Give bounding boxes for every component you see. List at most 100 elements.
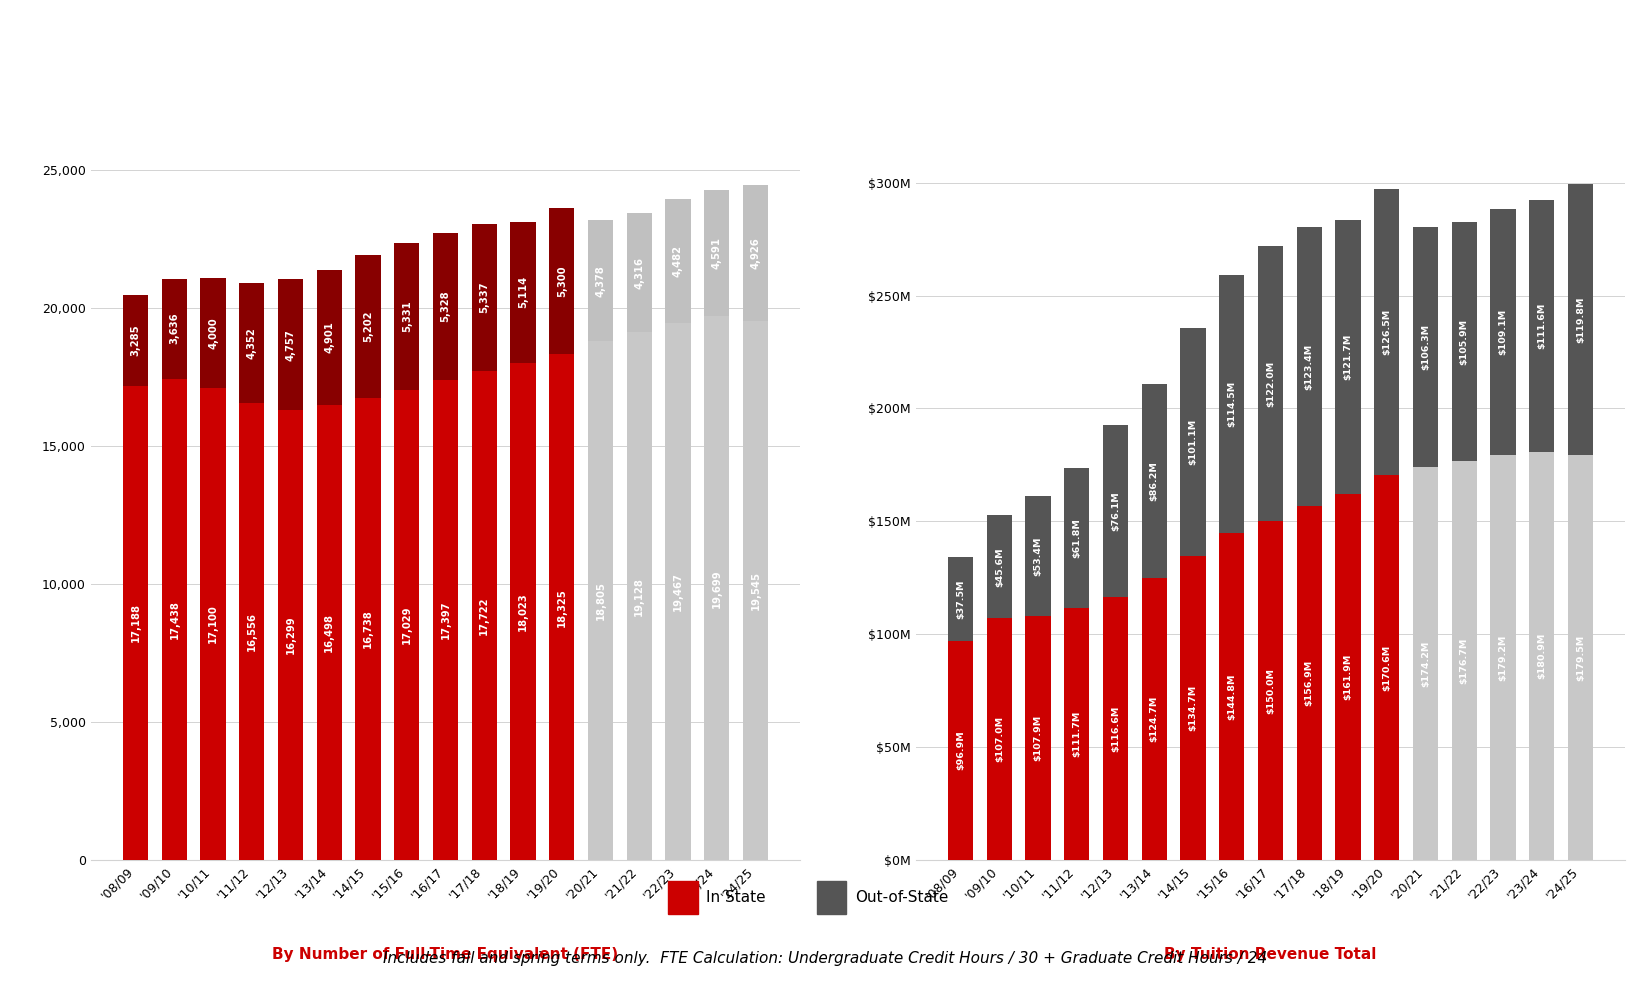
Bar [472, 371, 497, 860]
Text: 4,901: 4,901 [325, 321, 335, 353]
Text: $107.0M: $107.0M [995, 716, 1003, 762]
X-axis label: By Number of Full-Time Equivalent (FTE): By Number of Full-Time Equivalent (FTE) [272, 947, 619, 962]
Bar [1257, 246, 1284, 521]
Bar [394, 243, 419, 390]
Bar [1452, 222, 1477, 461]
Bar [1452, 461, 1477, 860]
Bar [1026, 496, 1051, 616]
Bar [201, 388, 226, 860]
Text: 17,397: 17,397 [441, 601, 450, 639]
Bar [1102, 425, 1129, 597]
Text: 19,467: 19,467 [673, 572, 683, 611]
Text: 4,378: 4,378 [596, 265, 606, 297]
Text: 19,545: 19,545 [751, 571, 761, 610]
Bar [1219, 533, 1244, 860]
Text: 5,331: 5,331 [401, 301, 412, 332]
Bar [1568, 184, 1592, 455]
Bar [665, 323, 690, 860]
Text: $105.9M: $105.9M [1460, 318, 1468, 365]
Bar [1568, 455, 1592, 860]
Text: 4,316: 4,316 [634, 257, 644, 289]
Bar [1142, 384, 1167, 578]
Bar [1297, 506, 1322, 860]
Text: $61.8M: $61.8M [1072, 518, 1081, 558]
Bar [472, 224, 497, 371]
Text: 4,591: 4,591 [711, 237, 721, 269]
Bar [277, 279, 304, 410]
Bar [949, 557, 973, 641]
Text: $156.9M: $156.9M [1305, 660, 1313, 706]
Bar [510, 363, 536, 860]
Bar [627, 332, 652, 860]
Bar [549, 354, 574, 860]
Bar [162, 279, 186, 379]
Text: Student Tuition Billed by Tuition Residency: Student Tuition Billed by Tuition Reside… [502, 28, 1148, 57]
Bar [1180, 328, 1206, 556]
Text: Out-of-State: Out-of-State [855, 890, 949, 905]
Text: 19,699: 19,699 [711, 569, 721, 608]
Bar [1490, 209, 1515, 455]
Text: $86.2M: $86.2M [1150, 461, 1158, 501]
Bar [1490, 455, 1515, 860]
Text: 4,000: 4,000 [208, 317, 218, 349]
Text: $161.9M: $161.9M [1343, 654, 1353, 700]
Text: 4,482: 4,482 [673, 245, 683, 277]
Bar [201, 278, 226, 388]
Text: 17,438: 17,438 [170, 600, 180, 639]
Text: 3,285: 3,285 [130, 325, 140, 356]
Text: $121.7M: $121.7M [1343, 334, 1353, 380]
Text: 17,100: 17,100 [208, 605, 218, 643]
Bar [1219, 275, 1244, 533]
Bar [162, 379, 186, 860]
Bar [665, 199, 690, 323]
Text: $174.2M: $174.2M [1421, 640, 1431, 687]
Text: $179.2M: $179.2M [1498, 635, 1508, 681]
Text: 18,805: 18,805 [596, 581, 606, 620]
Text: $179.5M: $179.5M [1576, 634, 1586, 681]
Text: $106.3M: $106.3M [1421, 324, 1431, 370]
Text: 5,114: 5,114 [518, 276, 528, 308]
Bar [1412, 467, 1439, 860]
Bar [587, 341, 614, 860]
Text: 3,636: 3,636 [170, 313, 180, 344]
Bar [510, 222, 536, 363]
Text: $150.0M: $150.0M [1266, 668, 1275, 714]
Text: $45.6M: $45.6M [995, 547, 1003, 587]
Bar [627, 213, 652, 332]
Text: $76.1M: $76.1M [1110, 491, 1120, 531]
Bar [277, 410, 304, 860]
Bar [1412, 227, 1439, 467]
Text: 17,188: 17,188 [130, 603, 140, 642]
Text: $124.7M: $124.7M [1150, 696, 1158, 742]
Text: $114.5M: $114.5M [1228, 381, 1236, 427]
Text: 18,023: 18,023 [518, 592, 528, 631]
Bar [355, 255, 381, 398]
Bar [124, 295, 148, 386]
Bar [742, 185, 767, 321]
Bar [1374, 189, 1399, 475]
Bar [432, 380, 459, 860]
Text: 5,300: 5,300 [556, 265, 566, 297]
Bar [817, 881, 846, 914]
Bar [355, 398, 381, 860]
Text: 18,325: 18,325 [556, 588, 566, 627]
Text: 4,352: 4,352 [248, 327, 257, 359]
Text: 19,128: 19,128 [634, 577, 644, 616]
Text: 5,202: 5,202 [363, 311, 373, 342]
Bar [317, 270, 342, 405]
Text: $123.4M: $123.4M [1305, 343, 1313, 390]
Text: Includes fall and spring terms only.  FTE Calculation: Undergraduate Credit Hour: Includes fall and spring terms only. FTE… [383, 951, 1267, 966]
Bar [394, 390, 419, 860]
Text: 17,029: 17,029 [401, 606, 412, 644]
Text: 16,556: 16,556 [248, 612, 257, 651]
Bar [587, 220, 614, 341]
Bar [1026, 616, 1051, 860]
Text: $96.9M: $96.9M [955, 731, 965, 770]
Text: $122.0M: $122.0M [1266, 361, 1275, 407]
Bar [239, 403, 264, 860]
Bar [987, 618, 1011, 860]
Text: $109.1M: $109.1M [1498, 309, 1508, 355]
Bar [1297, 227, 1322, 506]
Bar [1102, 597, 1129, 860]
Bar [1335, 494, 1361, 860]
